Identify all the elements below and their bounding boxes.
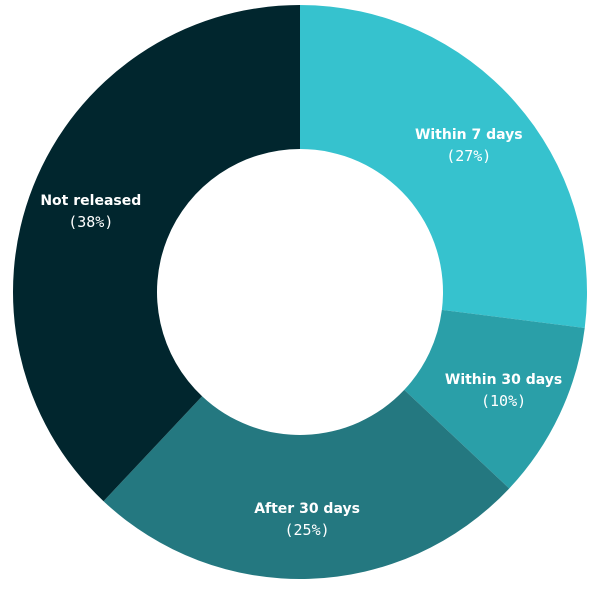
donut-slice-3: [13, 5, 300, 502]
slice-label-1: Within 30 days: [445, 372, 562, 388]
donut-slice-1: [404, 309, 585, 489]
slice-label-2: After 30 days: [254, 501, 360, 517]
slice-percent-0: (27%): [446, 147, 491, 165]
slice-percent-3: (38%): [68, 213, 113, 231]
donut-labels: Within 7 days (27%) Within 30 days (10%) Aft…: [40, 127, 562, 539]
slice-percent-2: (25%): [284, 521, 329, 539]
slice-percent-1: (10%): [481, 392, 526, 410]
slice-label-3: Not released: [40, 193, 141, 209]
slice-label-0: Within 7 days: [415, 127, 523, 143]
donut-slice-2: [103, 389, 510, 579]
donut-slices: [13, 5, 587, 579]
donut-slice-0: [300, 5, 587, 328]
